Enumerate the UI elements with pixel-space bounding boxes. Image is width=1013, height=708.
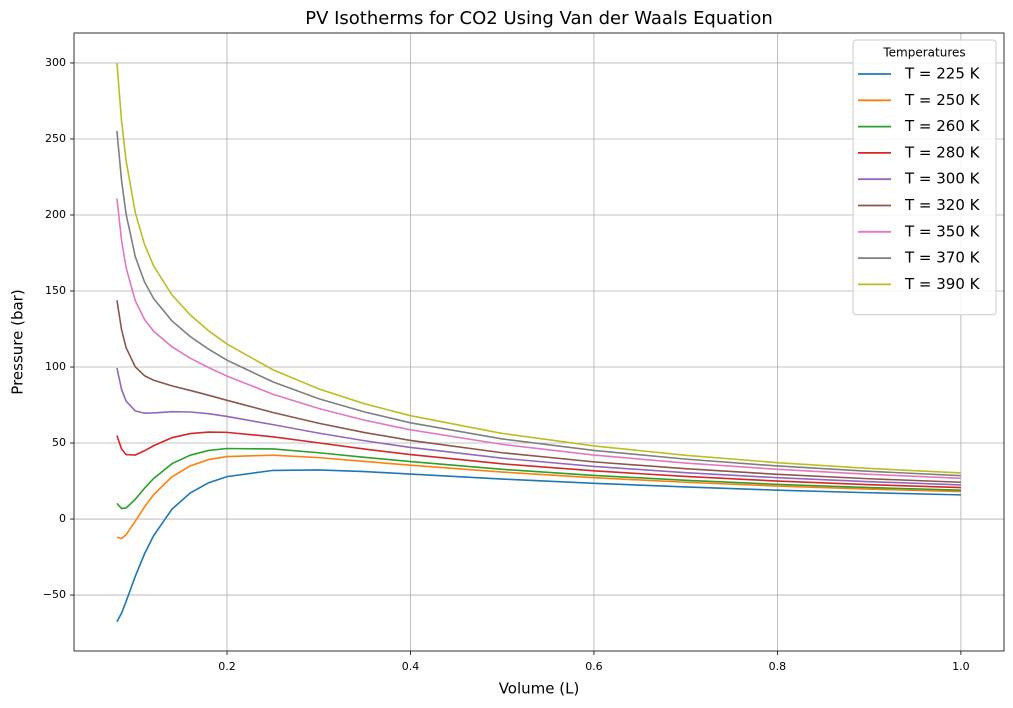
series-line bbox=[116, 198, 961, 480]
legend-label: T = 225 K bbox=[904, 65, 981, 83]
x-tick-label: 0.6 bbox=[585, 660, 603, 673]
y-tick-label: 100 bbox=[45, 360, 66, 373]
legend-title: Temperatures bbox=[882, 46, 965, 60]
series-line bbox=[116, 469, 961, 623]
y-tick-label: 150 bbox=[45, 284, 66, 297]
y-tick-label: 200 bbox=[45, 208, 66, 221]
legend-label: T = 350 K bbox=[904, 222, 981, 240]
series-line bbox=[116, 454, 961, 540]
series-line bbox=[116, 63, 961, 474]
series-line bbox=[116, 447, 961, 510]
series-line bbox=[116, 130, 961, 477]
y-tick-label: 300 bbox=[45, 56, 66, 69]
y-tick-label: −50 bbox=[43, 588, 66, 601]
y-tick-label: 50 bbox=[52, 436, 66, 449]
legend-box bbox=[852, 39, 997, 316]
chart-title: PV Isotherms for CO2 Using Van der Waals… bbox=[305, 8, 773, 29]
x-tick-label: 1.0 bbox=[952, 660, 970, 673]
legend-label: T = 250 K bbox=[904, 91, 981, 109]
y-axis-label: Pressure (bar) bbox=[9, 289, 27, 394]
series-line bbox=[116, 300, 961, 484]
y-tick-label: 250 bbox=[45, 132, 66, 145]
x-tick-label: 0.8 bbox=[769, 660, 787, 673]
x-axis-label: Volume (L) bbox=[499, 680, 580, 698]
x-tick-label: 0.4 bbox=[402, 660, 420, 673]
y-tick-label: 0 bbox=[59, 512, 66, 525]
plot-frame bbox=[73, 32, 1005, 652]
legend-label: T = 280 K bbox=[904, 143, 981, 161]
legend-label: T = 390 K bbox=[904, 275, 981, 293]
legend-label: T = 300 K bbox=[904, 170, 981, 188]
series-line bbox=[116, 367, 961, 486]
legend-label: T = 320 K bbox=[904, 196, 981, 214]
legend-label: T = 370 K bbox=[904, 249, 981, 267]
x-tick-label: 0.2 bbox=[218, 660, 236, 673]
legend-label: T = 260 K bbox=[904, 117, 981, 135]
series-line bbox=[116, 431, 961, 489]
